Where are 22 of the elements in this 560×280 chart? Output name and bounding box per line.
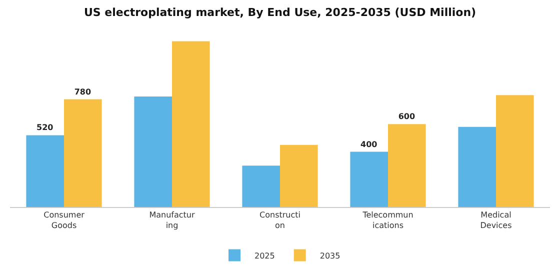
chart-title: US electroplating market, By End Use, 2025-2035 (USD Million) [84,6,476,20]
bar [172,41,210,207]
bar [64,99,102,207]
data-label: 520 [36,123,54,132]
bar [280,144,318,207]
bar [458,126,496,207]
x-tick-label: Consumer Goods [44,210,86,230]
bar [350,152,388,207]
bar [26,135,64,207]
legend-label: 2035 [320,251,340,260]
x-tick-label: Medical Devices [480,210,512,230]
bar [388,124,426,207]
x-tick-label: Telecommun ications [362,210,414,230]
legend-label: 2025 [254,251,275,260]
data-label: 400 [360,140,378,149]
x-tick-label: Manufactur ing [149,210,196,230]
data-label: 780 [74,87,92,96]
bar [496,95,534,207]
bar [134,96,172,207]
x-tick-label: Constructi on [260,210,300,230]
data-label: 600 [398,112,416,122]
bar [242,166,280,207]
